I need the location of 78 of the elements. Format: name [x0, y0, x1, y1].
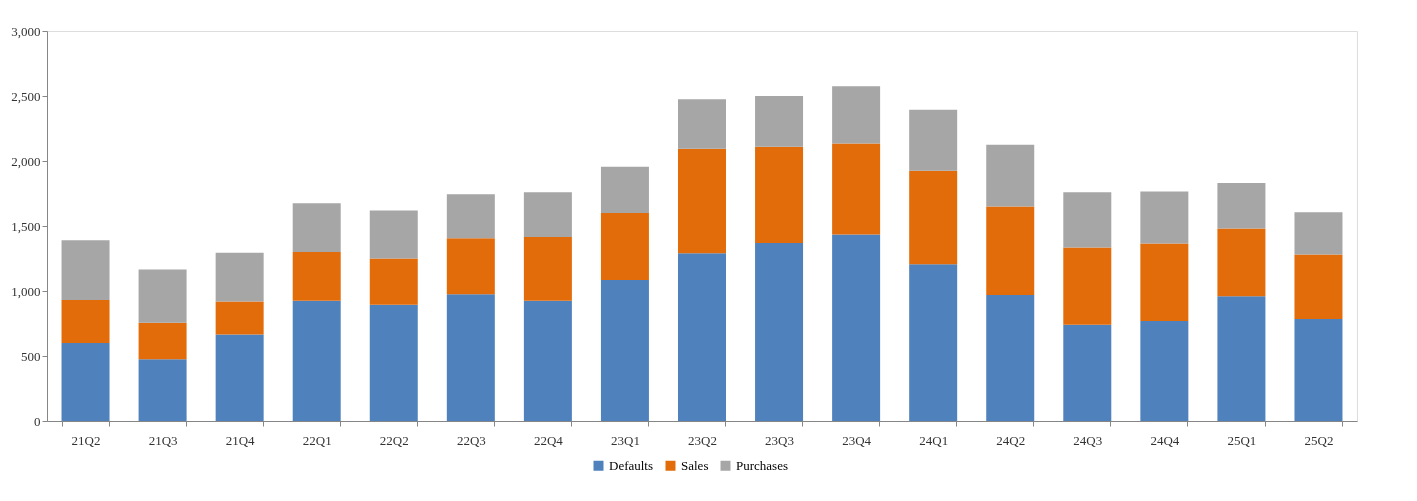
x-tick-label: 22Q4	[533, 432, 564, 448]
bar	[755, 242, 804, 421]
bar	[832, 234, 881, 421]
bar	[369, 258, 418, 305]
bar	[600, 213, 649, 280]
x-tick-label: 25Q2	[1304, 432, 1334, 448]
bar	[678, 148, 726, 254]
x-tick-label: 23Q3	[765, 432, 794, 448]
bar	[215, 334, 264, 421]
bar	[215, 252, 264, 302]
bar	[138, 359, 187, 421]
bar	[678, 99, 726, 149]
bar	[1217, 183, 1266, 229]
bar	[1217, 296, 1266, 421]
legend-label: Defaults	[609, 457, 654, 473]
bar	[61, 300, 110, 343]
bar	[138, 322, 187, 360]
bar	[909, 170, 958, 265]
x-tick-label: 21Q2	[71, 432, 101, 448]
bar	[1294, 254, 1343, 319]
bar	[986, 144, 1035, 207]
bar	[755, 146, 804, 243]
bar	[755, 96, 804, 147]
bar	[909, 109, 958, 171]
y-tick-label: 2,500	[11, 88, 41, 104]
legend-label: Purchases	[736, 457, 788, 473]
bar	[369, 210, 418, 259]
bar	[1294, 318, 1343, 421]
bar	[446, 194, 495, 239]
x-tick-label: 23Q4	[842, 432, 872, 448]
bar	[292, 203, 341, 252]
x-tick-label: 23Q1	[611, 432, 640, 448]
x-tick-label: 22Q2	[379, 432, 409, 448]
bar	[909, 264, 958, 421]
bar	[600, 279, 649, 421]
y-tick-label: 2,000	[11, 153, 41, 169]
x-tick-label: 24Q4	[1150, 432, 1180, 448]
x-tick-label: 22Q1	[302, 432, 332, 448]
y-tick-label: 3,000	[11, 23, 41, 39]
bar	[369, 304, 418, 421]
bar	[1140, 243, 1189, 321]
bar	[292, 300, 341, 421]
bar	[1063, 247, 1112, 325]
bar	[600, 166, 649, 213]
bar	[292, 252, 341, 301]
bar	[523, 300, 572, 421]
bar	[1217, 228, 1266, 297]
bar	[1294, 212, 1343, 255]
bar	[446, 294, 495, 421]
x-tick-label: 25Q1	[1227, 432, 1257, 448]
y-tick-label: 1,500	[11, 218, 41, 234]
bar	[1140, 320, 1189, 421]
x-tick-label: 21Q3	[148, 432, 178, 448]
bar	[61, 240, 110, 301]
bar	[138, 269, 187, 323]
bar	[832, 143, 881, 235]
bar	[1140, 191, 1189, 244]
legend-label: Sales	[681, 457, 709, 473]
bar	[523, 192, 572, 238]
x-tick-label: 24Q1	[919, 432, 949, 448]
bar	[832, 86, 881, 144]
y-tick-label: 500	[21, 348, 41, 364]
bar	[678, 253, 726, 421]
x-tick-label: 21Q4	[225, 432, 256, 448]
y-tick-label: 0	[34, 413, 41, 429]
bar	[215, 301, 264, 335]
bar	[986, 294, 1035, 421]
x-tick-label: 24Q3	[1073, 432, 1103, 448]
x-tick-label: 24Q2	[996, 432, 1026, 448]
bar	[1063, 192, 1112, 248]
bar	[61, 343, 110, 421]
y-tick-label: 1,000	[11, 283, 41, 299]
bar	[523, 237, 572, 301]
bar	[1063, 324, 1112, 421]
bar	[986, 206, 1035, 295]
x-tick-label: 23Q2	[688, 432, 717, 448]
x-tick-label: 22Q3	[456, 432, 486, 448]
bar	[446, 238, 495, 295]
